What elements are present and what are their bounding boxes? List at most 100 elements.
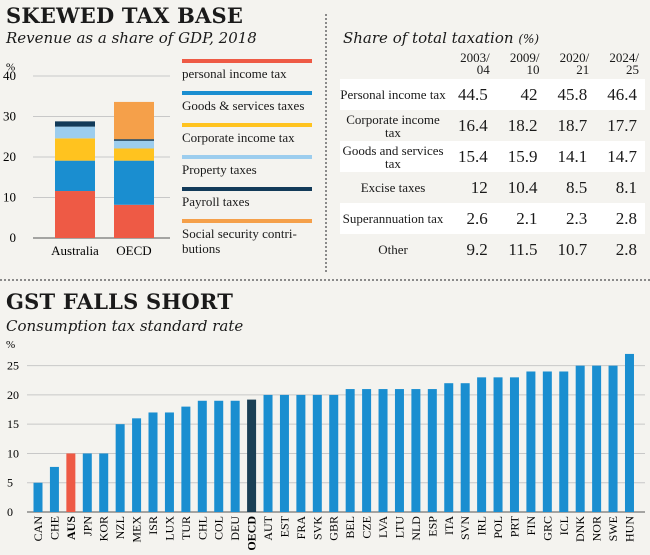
legend-label: Payroll taxes xyxy=(182,194,250,209)
share-of-taxation-table: 2003/ 04 2009/ 10 2020/ 21 2024/ 25 Persona… xyxy=(340,50,645,265)
stack-segment-australia xyxy=(55,126,95,139)
stack-segment-oecd xyxy=(114,140,154,149)
x-country-label: PRT xyxy=(507,515,521,537)
table-row: Corporate income tax 16.4 18.2 18.7 17.7 xyxy=(340,110,645,141)
table-row-label: Superannuation tax xyxy=(340,203,446,234)
table-cell-value: 12 xyxy=(470,178,488,197)
gst-bar-can xyxy=(33,482,43,512)
table-column-header: 2020/ 21 xyxy=(559,50,590,77)
gst-bar-chl xyxy=(197,400,207,512)
stack-segment-oecd xyxy=(114,101,154,140)
x-country-label: OECD xyxy=(245,516,259,551)
x-country-label: DNK xyxy=(573,516,587,542)
stack-segment-oecd xyxy=(114,204,154,238)
x-country-label: CHE xyxy=(47,516,61,540)
x-country-label: CZE xyxy=(360,516,374,539)
stack-segment-oecd xyxy=(114,148,154,161)
legend-swatch xyxy=(182,187,312,191)
gst-bar-grc xyxy=(542,371,552,512)
legend-label: Corporate income tax xyxy=(182,130,295,145)
table-cell-value: 9.2 xyxy=(466,240,488,259)
table-cell-value: 10.7 xyxy=(557,240,588,259)
x-category-label: OECD xyxy=(116,243,151,258)
gst-bar-col xyxy=(214,400,224,512)
gst-bar-cze xyxy=(362,389,372,512)
table-title-text: Share of total taxation xyxy=(343,29,514,47)
legend-label: Property taxes xyxy=(182,162,257,177)
table-row: Superannuation tax 2.6 2.1 2.3 2.8 xyxy=(340,203,645,234)
table-cell-value: 15.9 xyxy=(495,141,546,172)
table-row: Goods and ser­vices tax 15.4 15.9 14.1 14.7 xyxy=(340,141,645,172)
legend-item: personal income tax xyxy=(182,59,312,81)
y-axis-unit: % xyxy=(6,62,15,74)
table-cell-value: 17.7 xyxy=(607,116,637,135)
legend-swatch xyxy=(182,91,312,95)
y-tick-label: 10 xyxy=(3,190,16,205)
y-tick-label: 30 xyxy=(3,109,16,124)
gst-bar-icl xyxy=(559,371,569,512)
gst-bar-fra xyxy=(296,394,306,512)
table-title: Share of total taxation (%) xyxy=(343,29,539,47)
table-row-label: Personal income tax xyxy=(340,79,446,110)
section-title-skewed-tax-base: SKEWED TAX BASE xyxy=(6,3,244,28)
table-row-label: Corporate income tax xyxy=(346,111,440,140)
table-cell-value: 2.3 xyxy=(545,203,596,234)
table-row: Excise taxes 12 10.4 8.5 8.1 xyxy=(340,172,645,203)
x-country-label: LTU xyxy=(392,516,406,539)
gst-bar-lux xyxy=(164,412,174,512)
table-cell-value: 8.5 xyxy=(566,178,588,197)
gst-bar-tur xyxy=(181,406,191,512)
horizontal-divider xyxy=(0,279,650,281)
gst-bar-svk xyxy=(312,394,322,512)
legend-label: personal income tax xyxy=(182,66,287,81)
table-cell-value: 14.7 xyxy=(595,141,645,172)
gst-bar-nor xyxy=(592,365,602,512)
legend-swatch xyxy=(182,59,312,63)
x-country-label: ISR xyxy=(146,516,160,535)
x-country-label: KOR xyxy=(97,516,111,541)
gst-bar-bel xyxy=(345,389,355,512)
x-country-label: ITA xyxy=(442,516,456,535)
gst-bar-ltu xyxy=(394,389,404,512)
y-tick-label: 15 xyxy=(7,417,19,431)
legend-item: Property taxes xyxy=(182,155,312,177)
table-column-header: 2024/ 25 xyxy=(609,50,639,77)
stack-segment-oecd xyxy=(114,139,154,141)
x-country-label: POL xyxy=(491,516,505,539)
table-cell-value: 18.7 xyxy=(557,116,588,135)
legend-label: Social security contri­butions xyxy=(182,226,297,256)
table-row-label: Excise taxes xyxy=(360,180,426,195)
gst-bar-mex xyxy=(132,418,142,512)
x-country-label: CAN xyxy=(31,516,45,542)
legend-swatch xyxy=(182,155,312,159)
gst-bar-swe xyxy=(608,365,618,512)
table-cell-value: 44.5 xyxy=(446,79,496,110)
table-row-label: Goods and ser­vices tax xyxy=(340,141,446,172)
gst-bar-dnk xyxy=(575,365,585,512)
table-cell-value: 2.1 xyxy=(495,203,546,234)
gst-bar-jpn xyxy=(82,453,92,512)
stack-segment-australia xyxy=(55,138,95,161)
stacked-bar-chart: % 0 10 20 30 40 Australia OECD xyxy=(3,62,170,258)
gst-bar-irl xyxy=(477,377,487,512)
x-country-label: BEL xyxy=(343,516,357,539)
x-country-label: AUS xyxy=(64,516,78,540)
table-cell-value: 11.5 xyxy=(508,240,538,259)
table-cell-value: 2.8 xyxy=(615,240,637,259)
table-cell-value: 16.4 xyxy=(458,116,488,135)
x-category-label: Australia xyxy=(51,243,99,258)
y-tick-label: 0 xyxy=(7,505,13,519)
x-country-label: SWE xyxy=(606,516,620,541)
gst-bar-ita xyxy=(444,383,454,512)
table-cell-value: 15.4 xyxy=(446,141,496,172)
legend-item: Social security contri­butions xyxy=(182,219,312,256)
y-tick-label: 0 xyxy=(10,230,17,245)
gst-bar-isr xyxy=(148,412,158,512)
table-cell-value: 45.8 xyxy=(545,79,596,110)
gst-bar-nld xyxy=(411,389,421,512)
gst-bar-prt xyxy=(509,377,519,512)
y-axis-unit: % xyxy=(6,339,15,351)
gst-bar-gbr xyxy=(329,394,339,512)
x-country-label: SVN xyxy=(458,516,472,540)
x-country-label: GBR xyxy=(327,516,341,541)
